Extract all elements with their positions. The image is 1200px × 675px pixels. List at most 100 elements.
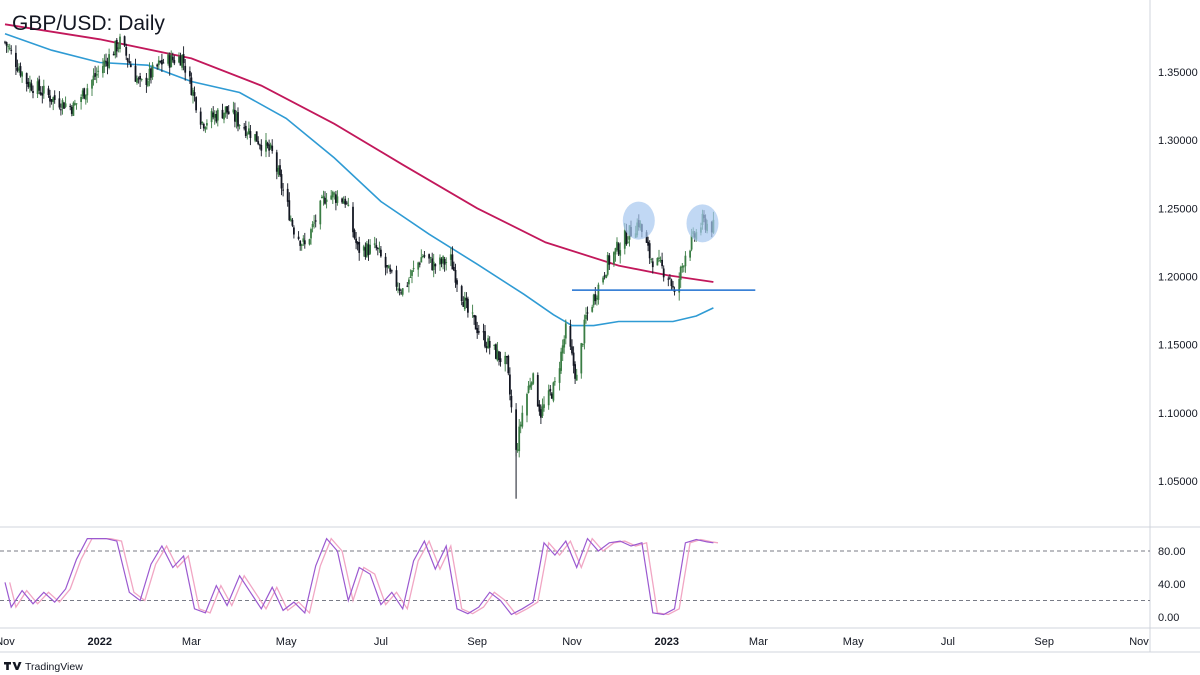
candle-body — [63, 102, 65, 109]
candle-body — [226, 106, 228, 113]
candle-body — [108, 54, 110, 68]
candle-body — [518, 426, 521, 452]
price-tick-label: 1.15000 — [1158, 340, 1198, 352]
candle-body — [288, 200, 291, 221]
candle-body — [25, 73, 28, 84]
candle-body — [662, 268, 665, 278]
candle-body — [322, 196, 325, 199]
candle-body — [300, 244, 303, 246]
candle-body — [625, 230, 628, 245]
candle-body — [319, 200, 322, 225]
candle-body — [4, 41, 6, 43]
candle-body — [136, 78, 138, 83]
time-tick-label: Jul — [374, 636, 388, 648]
candle-body — [150, 68, 152, 78]
candle-body — [445, 262, 448, 263]
candle-body — [30, 83, 33, 91]
candle-body — [505, 356, 508, 358]
candle-body — [367, 244, 370, 256]
candle-body — [395, 270, 398, 287]
chart-title: GBP/USD: Daily — [12, 12, 165, 35]
candle-body — [204, 127, 207, 130]
candle-body — [140, 79, 143, 80]
candle-body — [179, 56, 182, 66]
candle-body — [434, 264, 437, 267]
candle-body — [86, 88, 89, 96]
candle-body — [7, 46, 9, 48]
highlight-circle-2 — [686, 204, 719, 243]
candle-body — [689, 250, 691, 258]
candle-body — [495, 344, 497, 359]
candle-body — [462, 301, 465, 307]
candle-body — [112, 53, 115, 56]
candle-body — [192, 90, 194, 96]
grid — [0, 0, 1200, 653]
candle-body — [606, 255, 609, 275]
candle-body — [574, 364, 576, 379]
candle-body — [289, 218, 292, 221]
tradingview-logo: TradingView — [4, 661, 83, 673]
candle-body — [449, 254, 452, 260]
candle-body — [291, 219, 294, 226]
candle-body — [280, 174, 283, 189]
candle-body — [563, 339, 566, 348]
candle-body — [193, 92, 196, 96]
candle-body — [564, 323, 567, 339]
candle-body — [482, 331, 485, 333]
candle-body — [364, 247, 367, 257]
candle-body — [70, 107, 73, 114]
candle-body — [627, 241, 629, 243]
candle-body — [406, 285, 409, 287]
time-tick-label: May — [276, 636, 297, 648]
candle-body — [255, 131, 258, 142]
candle-body — [356, 241, 359, 245]
candle-body — [170, 54, 173, 68]
candle-body — [126, 58, 129, 62]
candle-body — [39, 92, 42, 95]
candle-body — [331, 191, 334, 198]
candle-body — [16, 67, 19, 71]
stoch-tick-label: 40.00 — [1158, 579, 1186, 591]
candle-body — [440, 259, 443, 264]
time-tick-label: Nov — [0, 636, 15, 648]
candle-body — [401, 288, 404, 295]
candle-body — [488, 341, 491, 348]
candle-body — [38, 79, 41, 91]
candle-body — [199, 111, 202, 125]
candle-body — [608, 255, 611, 265]
time-tick-label: 2022 — [88, 636, 112, 648]
candle-body — [148, 68, 151, 81]
candle-body — [684, 255, 687, 267]
candle-body — [103, 60, 106, 67]
candle-body — [221, 109, 224, 119]
candle-body — [311, 224, 314, 227]
candle-body — [184, 65, 187, 73]
candle-body — [536, 375, 539, 407]
candle-body — [189, 71, 191, 77]
candle-body — [145, 77, 148, 85]
candle-body — [47, 88, 50, 95]
candle-body — [529, 384, 531, 388]
candle-body — [80, 97, 82, 102]
stoch-d-line — [9, 537, 719, 616]
candle-body — [244, 125, 247, 136]
candle-body — [648, 243, 651, 259]
candle-body — [669, 277, 671, 279]
candle-body — [432, 261, 435, 270]
candle-body — [471, 312, 474, 314]
candle-body — [72, 102, 75, 116]
candle-body — [212, 112, 215, 118]
time-tick-label: Sep — [1034, 636, 1054, 648]
time-tick-label: 2023 — [655, 636, 679, 648]
candle-body — [277, 167, 280, 175]
candle-body — [550, 393, 553, 399]
candle-body — [422, 256, 424, 257]
candle-body — [616, 241, 618, 250]
candle-body — [303, 240, 306, 245]
candle-body — [58, 98, 61, 108]
candle-body — [499, 358, 502, 362]
candle-body — [254, 134, 256, 141]
candle-body — [257, 141, 260, 145]
